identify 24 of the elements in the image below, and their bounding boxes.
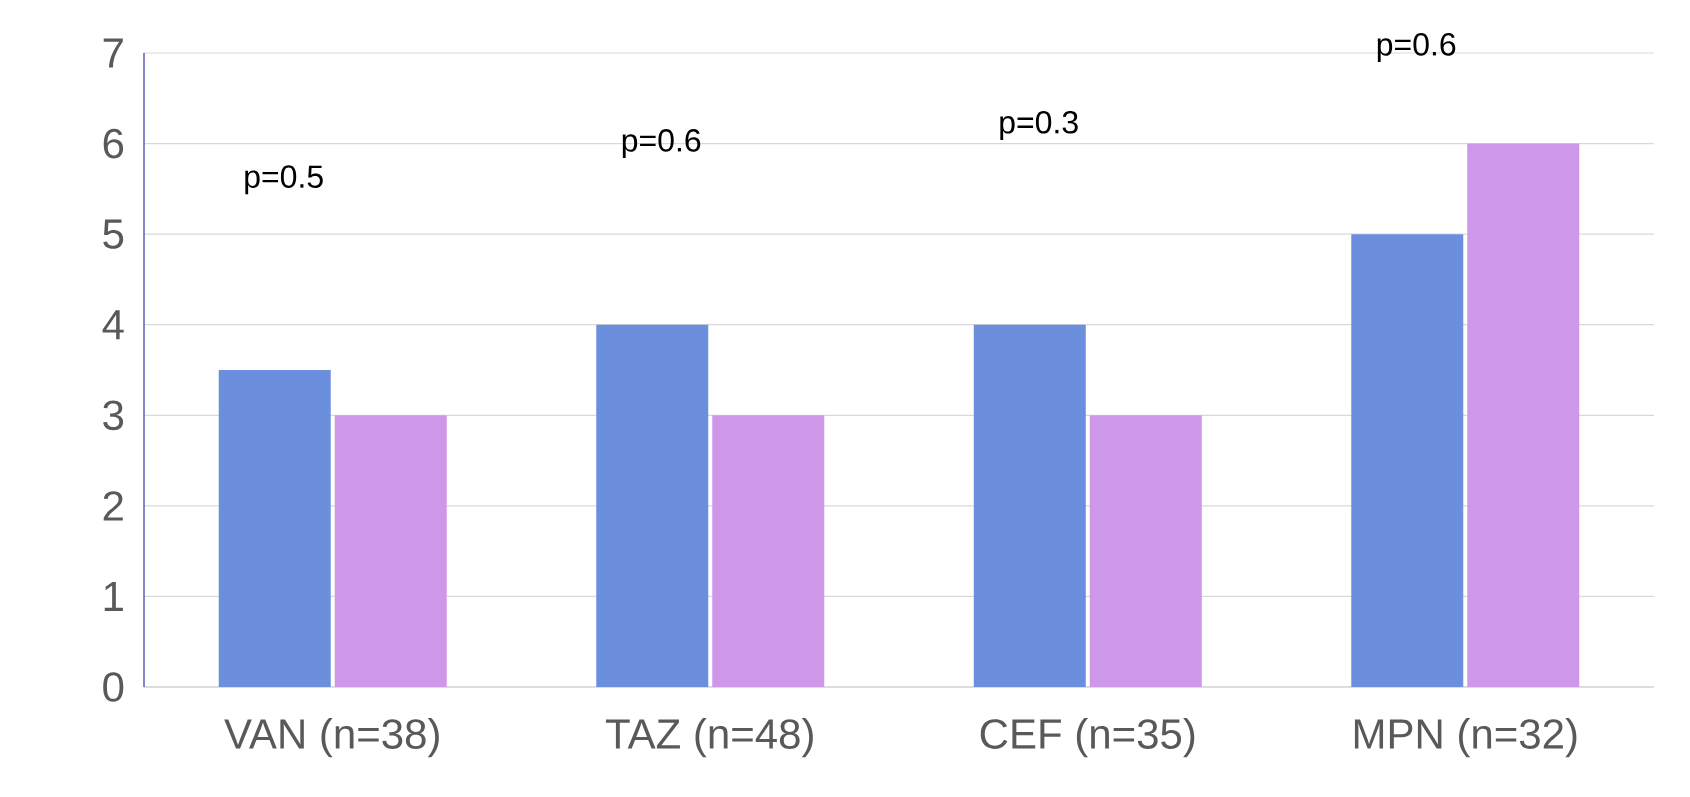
y-tick-label: 7 — [103, 38, 123, 68]
x-tick-label: MPN (n=32) — [1354, 718, 1577, 758]
bar — [334, 415, 447, 687]
y-tick-label: 5 — [103, 219, 124, 249]
y-tick-label: 1 — [104, 581, 123, 611]
y-tick-label: 2 — [103, 491, 123, 521]
bar — [218, 370, 331, 687]
x-tick-label: CEF (n=35) — [980, 718, 1195, 758]
bar — [1351, 234, 1464, 687]
y-tick-label: 3 — [103, 400, 124, 431]
y-tick-label: 4 — [102, 310, 124, 340]
y-tick-label: 6 — [103, 128, 124, 159]
x-tick-label: VAN (n=38) — [224, 718, 439, 758]
bar — [596, 324, 709, 687]
annotation: p=0.6 — [1377, 33, 1456, 63]
bar — [973, 324, 1086, 687]
annotation: p=0.5 — [245, 165, 323, 195]
y-tick-label: 0 — [103, 672, 124, 702]
x-tick-label: TAZ (n=48) — [605, 718, 813, 758]
bar — [1089, 415, 1202, 687]
annotation: p=0.3 — [1000, 110, 1078, 140]
bar — [712, 415, 825, 687]
bar — [1467, 143, 1580, 687]
annotation: p=0.6 — [622, 129, 701, 159]
